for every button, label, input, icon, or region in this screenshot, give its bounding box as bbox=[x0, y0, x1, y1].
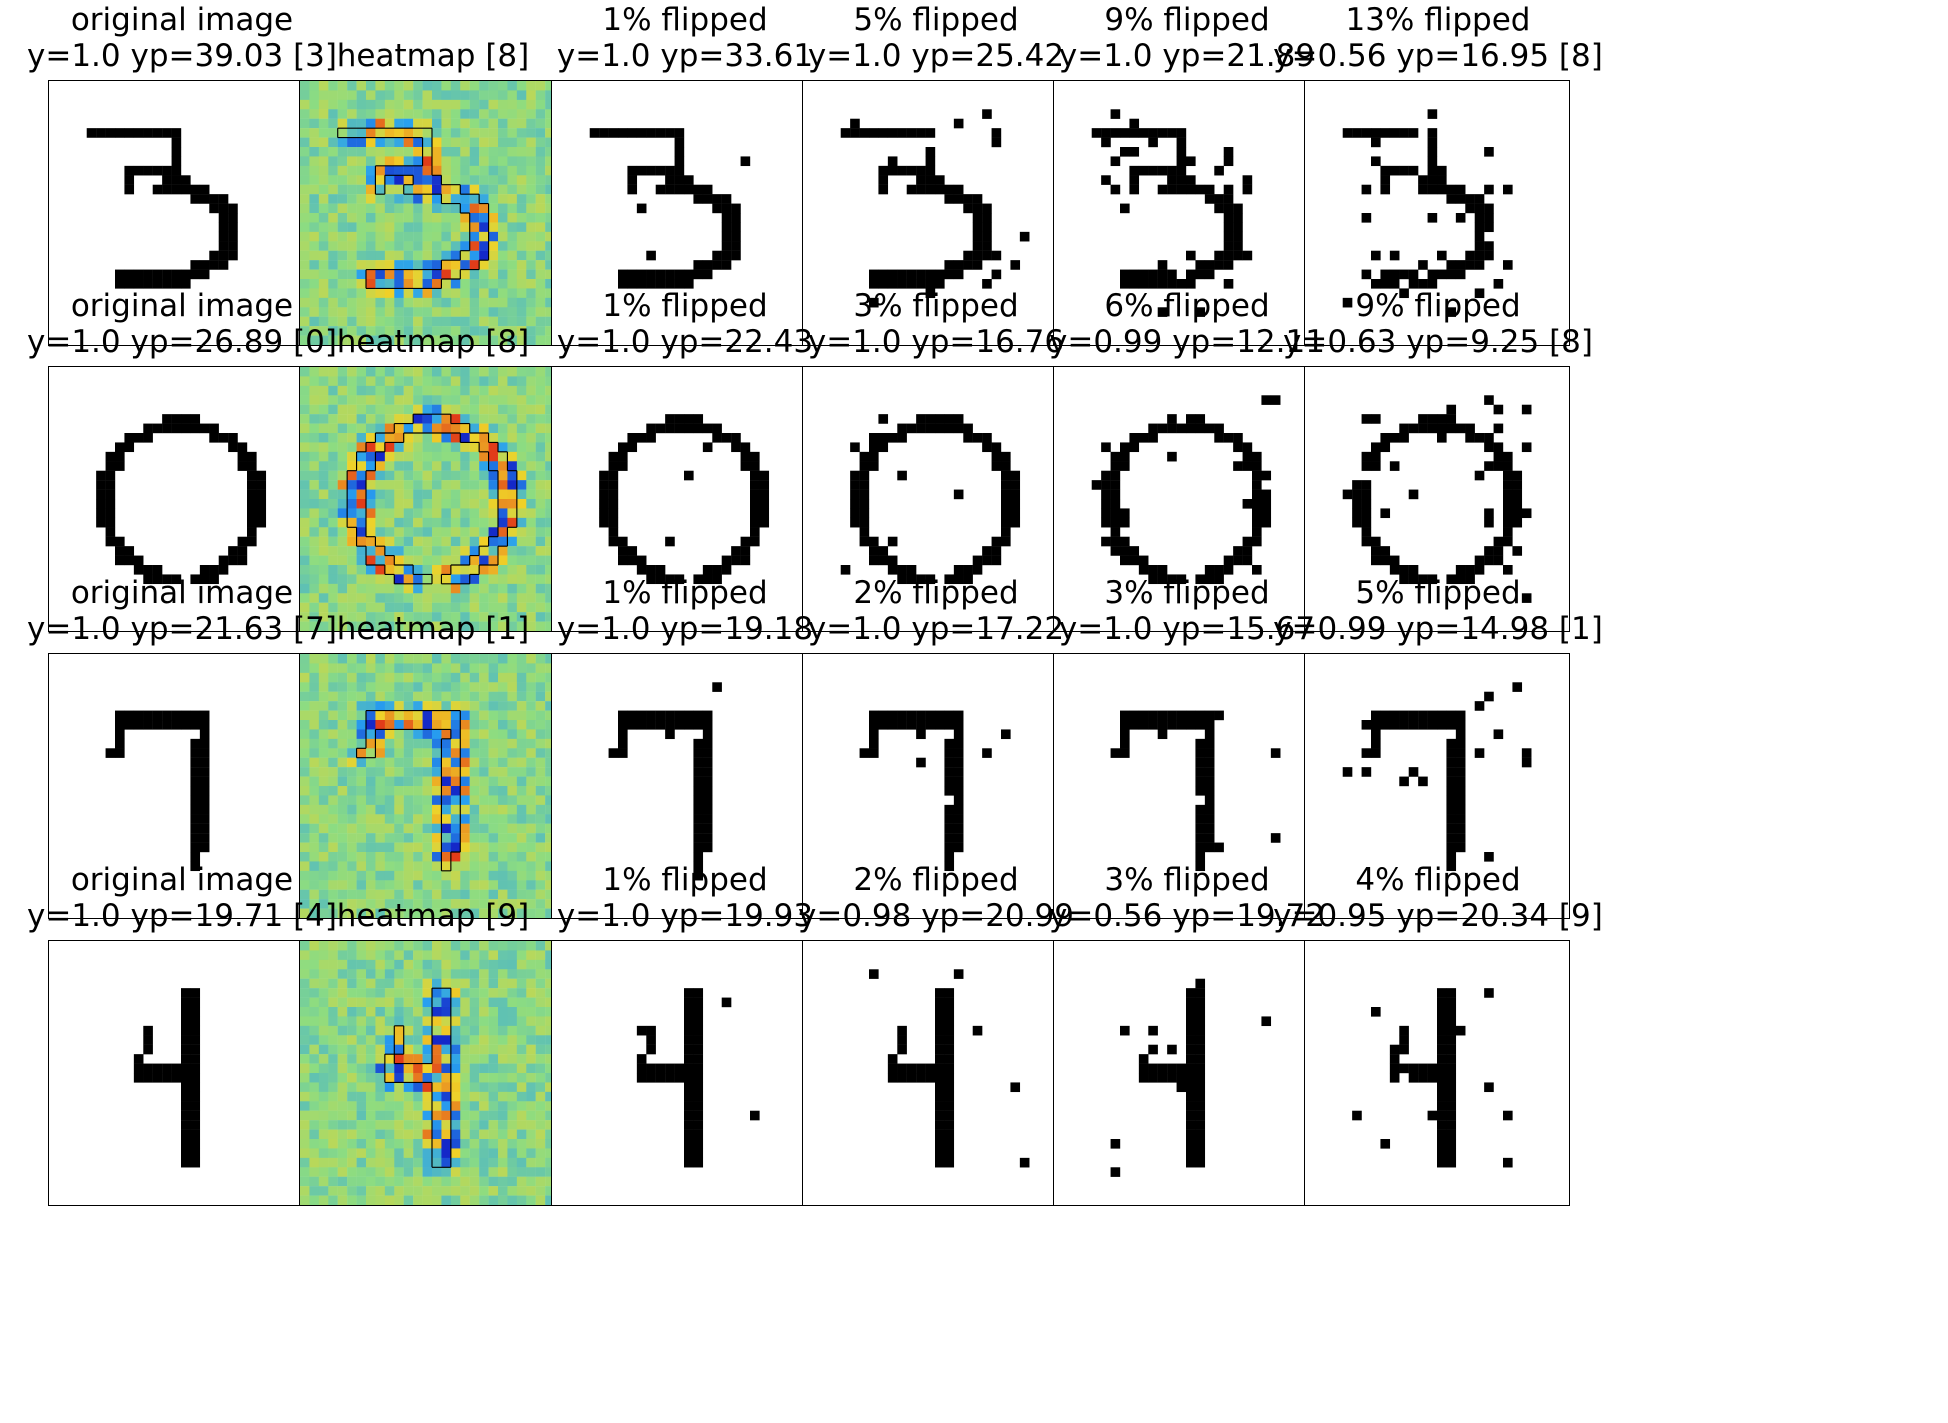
panel-subtitle: y=1.0 yp=39.03 [3] bbox=[27, 38, 337, 74]
panel-subtitle: y=1.0 yp=17.22 bbox=[807, 611, 1065, 647]
relevance-heatmap-image bbox=[299, 653, 565, 919]
panel-subtitle: y=1.0 yp=21.89 bbox=[1058, 38, 1316, 74]
flipped-digit-image bbox=[551, 653, 817, 919]
flipped-digit-image bbox=[802, 80, 1068, 346]
panel-subtitle: y=1.0 yp=15.67 bbox=[1058, 611, 1316, 647]
panel-title: 1% flipped bbox=[602, 862, 768, 898]
flipped-digit-image bbox=[1053, 80, 1319, 346]
flipped-digit-image bbox=[551, 80, 817, 346]
panel-title: 3% flipped bbox=[1104, 575, 1270, 611]
panel-subtitle: heatmap [8] bbox=[336, 38, 530, 74]
panel-title: 1% flipped bbox=[602, 288, 768, 324]
panel-title: 4% flipped bbox=[1355, 862, 1521, 898]
flipped-digit-image bbox=[551, 366, 817, 632]
original-digit-image bbox=[48, 653, 314, 919]
relevance-heatmap-image bbox=[299, 366, 565, 632]
panel-title: 3% flipped bbox=[853, 288, 1019, 324]
panel-subtitle: y=1.0 yp=22.43 bbox=[556, 324, 814, 360]
original-digit-image bbox=[48, 80, 314, 346]
original-digit-image bbox=[48, 940, 314, 1206]
panel-subtitle: y=1.0 yp=19.18 bbox=[556, 611, 814, 647]
panel-subtitle: y=1.0 yp=16.76 bbox=[807, 324, 1065, 360]
panel-subtitle: y=0.63 yp=9.25 [8] bbox=[1283, 324, 1593, 360]
panel-subtitle: y=0.98 yp=20.99 bbox=[798, 898, 1074, 934]
original-digit-image bbox=[48, 366, 314, 632]
panel-subtitle: heatmap [9] bbox=[336, 898, 530, 934]
flipped-digit-image bbox=[1304, 366, 1570, 632]
flipped-digit-image bbox=[802, 366, 1068, 632]
flipped-digit-image bbox=[802, 940, 1068, 1206]
flipped-digit-image bbox=[1053, 940, 1319, 1206]
panel-subtitle: y=1.0 yp=21.63 [7] bbox=[27, 611, 337, 647]
panel-subtitle: y=1.0 yp=33.61 bbox=[556, 38, 814, 74]
panel-title: original image bbox=[70, 862, 294, 898]
panel-title: 2% flipped bbox=[853, 575, 1019, 611]
flipped-digit-image bbox=[1304, 80, 1570, 346]
flipped-digit-image bbox=[1304, 940, 1570, 1206]
panel-subtitle: y=0.95 yp=20.34 [9] bbox=[1273, 898, 1603, 934]
flipped-digit-image bbox=[1053, 366, 1319, 632]
panel-title: original image bbox=[70, 288, 294, 324]
relevance-heatmap-image bbox=[299, 940, 565, 1206]
panel-title: 1% flipped bbox=[602, 2, 768, 38]
panel-subtitle: y=0.56 yp=19.72 bbox=[1049, 898, 1325, 934]
panel-subtitle: y=0.99 yp=12.11 bbox=[1049, 324, 1325, 360]
relevance-heatmap-image bbox=[299, 80, 565, 346]
panel-title: original image bbox=[70, 2, 294, 38]
panel-subtitle: y=1.0 yp=19.93 bbox=[556, 898, 814, 934]
flipped-digit-image bbox=[802, 653, 1068, 919]
panel-title: 13% flipped bbox=[1345, 2, 1531, 38]
panel-subtitle: y=0.56 yp=16.95 [8] bbox=[1273, 38, 1603, 74]
flipped-digit-image bbox=[1053, 653, 1319, 919]
panel-subtitle: y=1.0 yp=19.71 [4] bbox=[27, 898, 337, 934]
flipped-digit-image bbox=[1304, 653, 1570, 919]
panel-title: 9% flipped bbox=[1104, 2, 1270, 38]
panel-title: 5% flipped bbox=[1355, 575, 1521, 611]
panel-title: original image bbox=[70, 575, 294, 611]
panel-title: 2% flipped bbox=[853, 862, 1019, 898]
panel-title: 3% flipped bbox=[1104, 862, 1270, 898]
panel-subtitle: y=1.0 yp=26.89 [0] bbox=[27, 324, 337, 360]
panel-title: 1% flipped bbox=[602, 575, 768, 611]
panel-title: 5% flipped bbox=[853, 2, 1019, 38]
panel-title: 9% flipped bbox=[1355, 288, 1521, 324]
panel-subtitle: y=0.99 yp=14.98 [1] bbox=[1273, 611, 1603, 647]
flipped-digit-image bbox=[551, 940, 817, 1206]
panel-subtitle: heatmap [8] bbox=[336, 324, 530, 360]
panel-title: 6% flipped bbox=[1104, 288, 1270, 324]
panel-subtitle: heatmap [1] bbox=[336, 611, 530, 647]
panel-subtitle: y=1.0 yp=25.42 bbox=[807, 38, 1065, 74]
